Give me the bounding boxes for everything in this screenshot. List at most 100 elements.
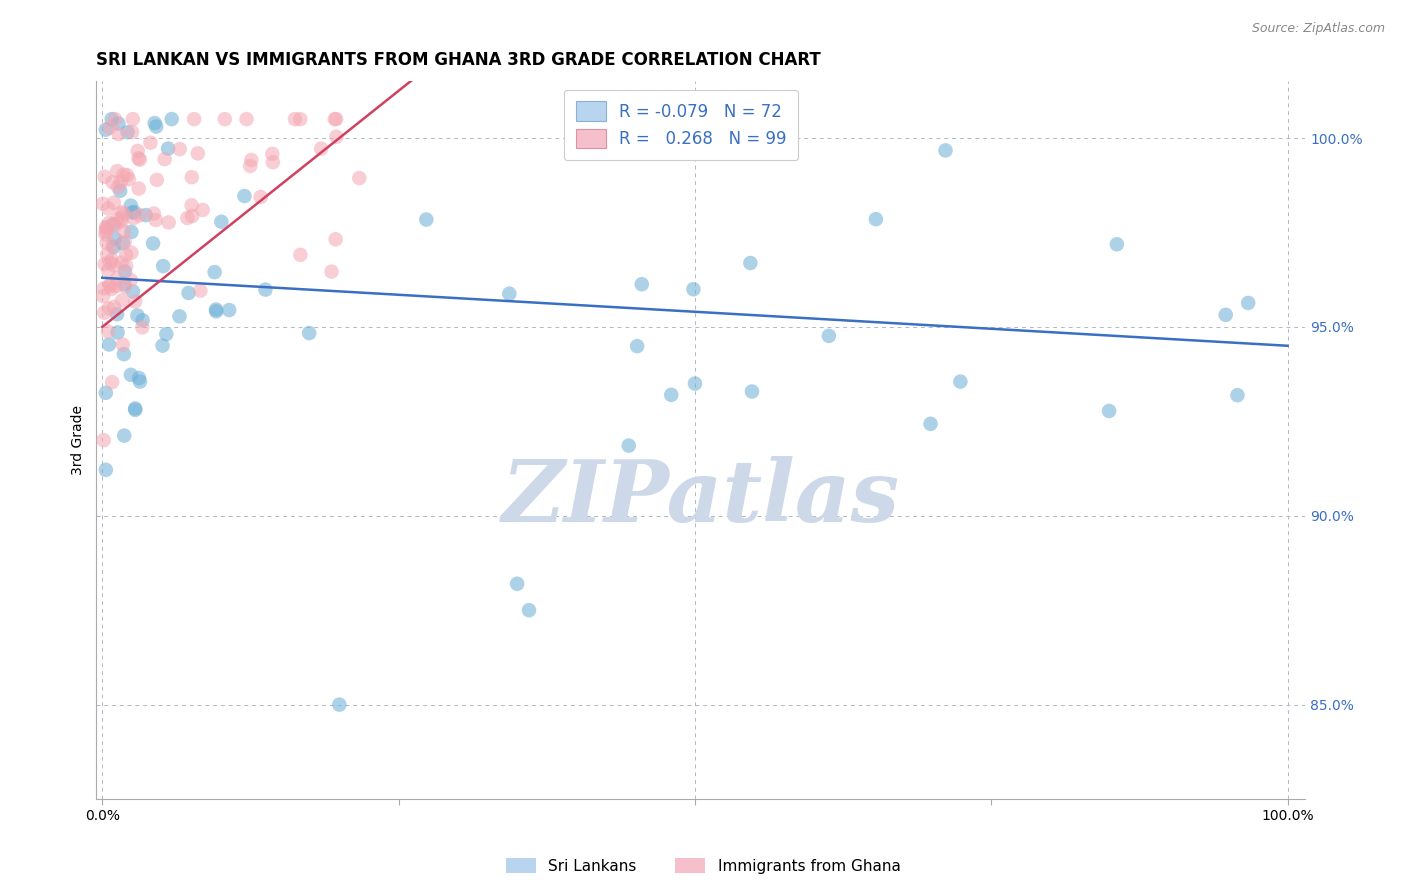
Point xyxy=(103,240,125,254)
Point xyxy=(309,142,332,156)
Point xyxy=(111,337,134,351)
Point xyxy=(191,202,214,217)
Point xyxy=(104,231,127,245)
Point xyxy=(298,326,321,340)
Y-axis label: 3rd Grade: 3rd Grade xyxy=(72,405,86,475)
Point xyxy=(97,202,120,216)
Point xyxy=(415,212,437,227)
Point xyxy=(239,159,262,173)
Point xyxy=(114,279,136,293)
Point xyxy=(262,155,284,169)
Point xyxy=(96,235,118,250)
Point xyxy=(112,206,135,220)
Point xyxy=(98,337,121,351)
Point xyxy=(349,171,371,186)
Point xyxy=(107,180,129,194)
Point xyxy=(94,225,117,239)
Point xyxy=(920,417,942,431)
Point xyxy=(96,247,118,261)
Point xyxy=(177,285,200,300)
Point xyxy=(117,125,139,139)
Point xyxy=(122,285,145,299)
Point xyxy=(97,263,120,277)
Point xyxy=(105,307,128,321)
Point xyxy=(94,463,117,477)
Text: ZIPatlas: ZIPatlas xyxy=(502,456,900,540)
Point xyxy=(93,257,115,271)
Point xyxy=(120,225,142,239)
Point xyxy=(91,196,114,211)
Point xyxy=(180,198,202,212)
Point xyxy=(683,376,706,391)
Point xyxy=(111,236,134,251)
Point xyxy=(91,289,114,303)
Point xyxy=(517,603,540,617)
Point xyxy=(233,189,256,203)
Point xyxy=(103,195,125,210)
Point xyxy=(118,172,141,186)
Point xyxy=(157,215,180,229)
Point xyxy=(114,264,136,278)
Point xyxy=(218,303,240,318)
Point xyxy=(115,248,138,262)
Point xyxy=(101,217,124,231)
Point xyxy=(659,388,682,402)
Point xyxy=(114,235,136,249)
Point xyxy=(157,142,180,156)
Point xyxy=(94,122,117,136)
Point xyxy=(1105,237,1128,252)
Point xyxy=(146,173,169,187)
Point xyxy=(328,698,350,712)
Point xyxy=(169,142,191,156)
Point xyxy=(107,127,129,141)
Point xyxy=(131,313,153,327)
Point xyxy=(124,403,146,417)
Point xyxy=(506,576,529,591)
Point xyxy=(1226,388,1249,402)
Point xyxy=(145,213,167,227)
Point xyxy=(617,439,640,453)
Point xyxy=(93,306,115,320)
Point xyxy=(626,339,648,353)
Point xyxy=(120,368,142,382)
Point xyxy=(740,256,762,270)
Point xyxy=(122,211,145,226)
Point xyxy=(101,238,124,252)
Point xyxy=(103,300,125,314)
Point xyxy=(128,181,150,195)
Point xyxy=(120,273,142,287)
Point xyxy=(120,245,142,260)
Point xyxy=(112,168,135,182)
Point xyxy=(498,286,520,301)
Point xyxy=(98,216,121,230)
Point xyxy=(205,302,228,317)
Point xyxy=(100,277,122,291)
Point xyxy=(128,208,150,222)
Point xyxy=(120,199,142,213)
Point xyxy=(107,117,129,131)
Point xyxy=(128,151,150,165)
Point xyxy=(105,164,128,178)
Point xyxy=(127,309,149,323)
Point xyxy=(93,434,115,448)
Point xyxy=(101,175,124,189)
Point xyxy=(98,256,121,270)
Point xyxy=(96,221,118,235)
Point xyxy=(1215,308,1237,322)
Point xyxy=(160,112,183,127)
Point xyxy=(630,277,652,292)
Point xyxy=(323,112,346,127)
Point xyxy=(112,428,135,442)
Point xyxy=(110,214,132,228)
Point xyxy=(143,116,166,130)
Point xyxy=(321,264,343,278)
Point xyxy=(112,277,135,292)
Point xyxy=(254,283,277,297)
Point xyxy=(112,347,135,361)
Point xyxy=(110,175,132,189)
Point xyxy=(139,136,162,150)
Point xyxy=(865,212,887,227)
Point xyxy=(97,325,120,339)
Text: SRI LANKAN VS IMMIGRANTS FROM GHANA 3RD GRADE CORRELATION CHART: SRI LANKAN VS IMMIGRANTS FROM GHANA 3RD … xyxy=(97,51,821,69)
Point xyxy=(949,375,972,389)
